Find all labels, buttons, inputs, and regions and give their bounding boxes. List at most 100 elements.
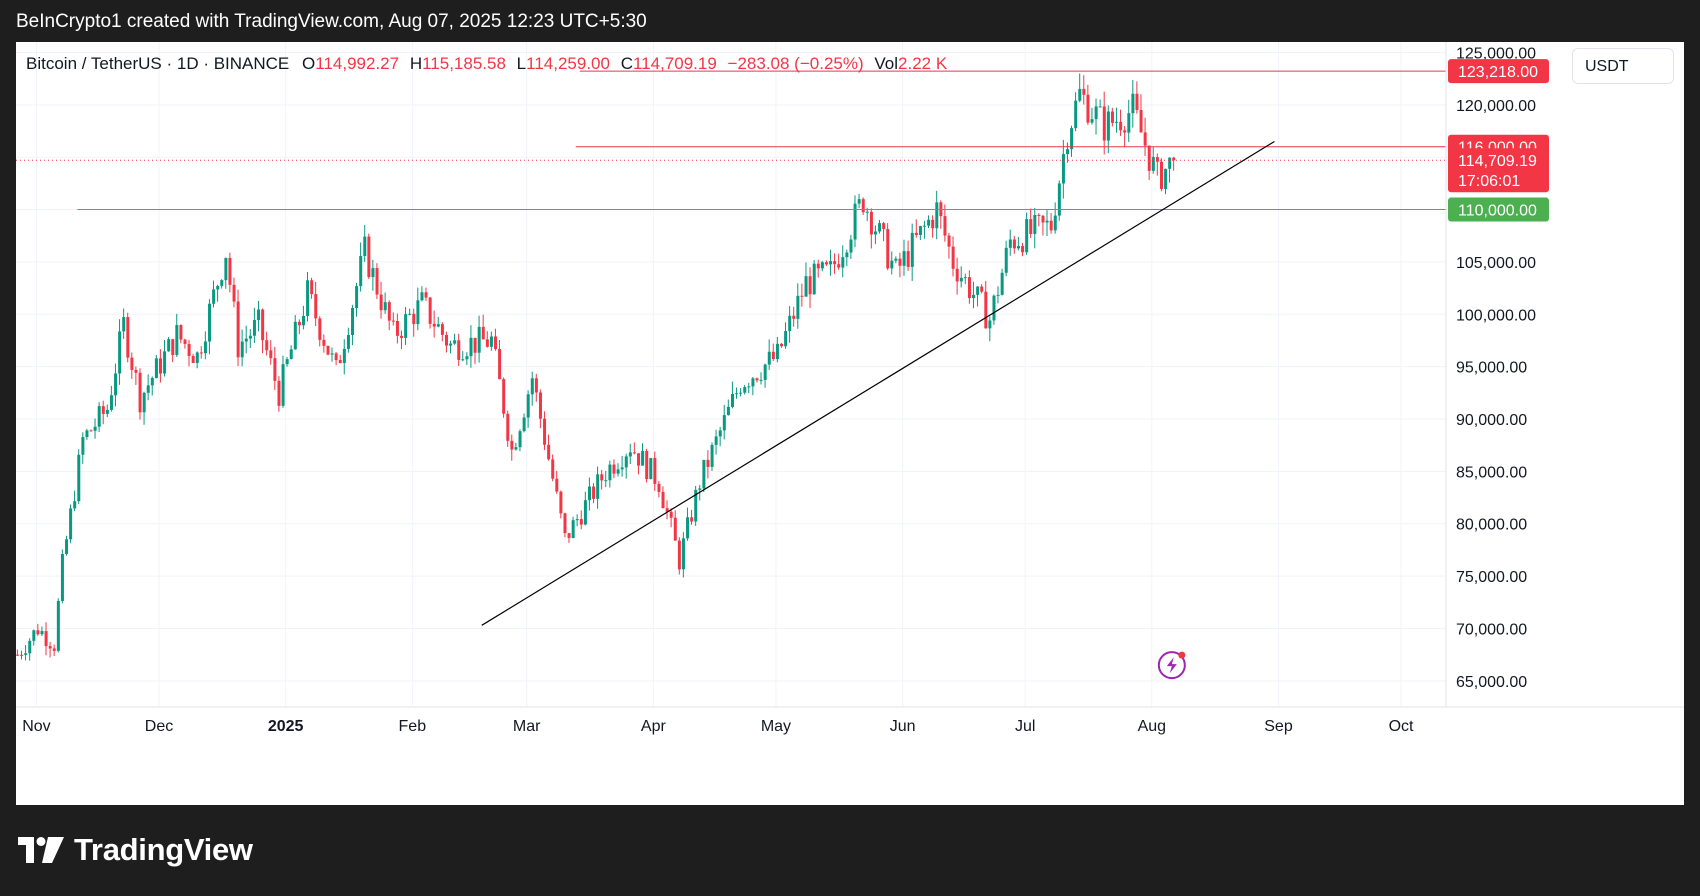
- candle-up: [522, 417, 526, 432]
- candle-up: [902, 251, 906, 266]
- candle-down: [44, 631, 48, 647]
- candle-down: [833, 261, 837, 265]
- candle-down: [657, 483, 661, 492]
- candle-up: [694, 489, 698, 522]
- candle-up: [1115, 121, 1119, 123]
- candle-up: [248, 335, 252, 339]
- candle-up: [620, 467, 624, 470]
- level-badge-110000: 110,000.00: [1448, 197, 1549, 222]
- candle-up: [530, 378, 534, 395]
- candle-up: [371, 268, 375, 278]
- candle-up: [641, 450, 645, 466]
- candle-up: [1057, 183, 1061, 216]
- candle-up: [992, 295, 996, 321]
- candle-up: [812, 263, 816, 295]
- candle-up: [935, 202, 939, 229]
- candle-up: [1094, 106, 1098, 120]
- candle-up: [759, 379, 763, 381]
- x-tick-label: Nov: [22, 718, 50, 735]
- candle-down: [134, 369, 138, 373]
- volume-label: Vol: [874, 54, 899, 73]
- level-badge-123218-text: 123,218.00: [1458, 64, 1538, 81]
- candle-up: [1066, 149, 1070, 155]
- candle-up: [351, 307, 355, 335]
- candle-down: [265, 340, 269, 351]
- y-tick-label: 125,000.00: [1456, 45, 1536, 62]
- candles: [16, 73, 1176, 661]
- candle-up: [342, 348, 346, 364]
- level-badge-110000-text: 110,000.00: [1458, 203, 1537, 220]
- candle-down: [445, 334, 448, 346]
- x-tick-label: Oct: [1389, 718, 1414, 735]
- candle-down: [947, 235, 951, 247]
- candle-down: [1139, 110, 1143, 133]
- tradingview-logo[interactable]: TradingView: [18, 830, 253, 870]
- candle-down: [338, 359, 342, 364]
- candle-down: [869, 211, 873, 235]
- candle-up: [624, 456, 628, 468]
- candle-down: [36, 630, 40, 635]
- change-value: −283.08 (−0.25%): [727, 54, 864, 73]
- candle-up: [1033, 214, 1037, 234]
- candle-up: [739, 392, 743, 394]
- candle-up: [959, 277, 963, 282]
- candle-down: [1012, 239, 1016, 249]
- candle-up: [1045, 220, 1049, 223]
- candle-up: [93, 426, 97, 431]
- x-tick-label: May: [761, 718, 791, 735]
- candle-down: [555, 478, 559, 492]
- candle-down: [547, 444, 551, 460]
- y-tick-label: 90,000.00: [1456, 412, 1527, 429]
- attribution-header: BeInCrypto1 created with TradingView.com…: [0, 0, 1700, 42]
- candle-down: [816, 263, 820, 269]
- candle-up: [972, 294, 976, 299]
- candle-up: [747, 386, 751, 388]
- candle-up: [306, 280, 310, 316]
- candle-up: [1070, 128, 1074, 150]
- candle-up: [853, 203, 857, 240]
- candle-down: [179, 325, 183, 340]
- price-chart[interactable]: 65,000.00 70,000.00 75,000.00 80,000.00 85,0…: [16, 42, 1684, 805]
- candle-up: [1000, 272, 1004, 295]
- candle-up: [359, 255, 363, 287]
- candle-down: [1147, 145, 1151, 171]
- candle-up: [56, 600, 60, 651]
- candle-down: [101, 406, 105, 414]
- candle-up: [702, 459, 706, 489]
- candle-up: [216, 285, 220, 290]
- candle-up: [628, 452, 632, 457]
- candle-up: [1098, 106, 1102, 108]
- candle-down: [755, 378, 759, 381]
- candle-up: [518, 431, 522, 448]
- candle-up: [829, 261, 833, 265]
- candle-down: [1021, 246, 1025, 253]
- currency-selector[interactable]: USDT: [1572, 48, 1674, 84]
- currency-label: USDT: [1585, 58, 1629, 75]
- candle-up: [212, 289, 216, 304]
- candle-up: [927, 219, 931, 226]
- candle-up: [526, 394, 530, 418]
- candle-down: [473, 337, 477, 353]
- candle-down: [632, 452, 636, 454]
- candle-down: [886, 229, 890, 269]
- candle-down: [1037, 214, 1041, 216]
- chart-panel[interactable]: 65,000.00 70,000.00 75,000.00 80,000.00 85,0…: [16, 42, 1684, 805]
- candle-up: [109, 395, 113, 410]
- lightning-icon-bolt: [1166, 657, 1177, 674]
- x-tick-label: 2025: [268, 718, 304, 735]
- candle-down: [1143, 132, 1147, 146]
- candle-down: [502, 379, 506, 414]
- symbol-label[interactable]: Bitcoin / TetherUS · 1D · BINANCE: [26, 54, 290, 73]
- candle-up: [346, 334, 350, 349]
- candle-down: [706, 459, 710, 467]
- y-tick-label: 65,000.00: [1456, 674, 1527, 691]
- candle-up: [918, 226, 922, 236]
- candle-down: [138, 372, 142, 413]
- candle-down: [400, 335, 404, 338]
- candle-down: [424, 292, 428, 298]
- candle-down: [159, 358, 162, 374]
- x-tick-label: Apr: [641, 718, 667, 735]
- trendline: [481, 140, 1275, 626]
- candle-up: [1168, 157, 1172, 169]
- candle-up: [616, 469, 620, 474]
